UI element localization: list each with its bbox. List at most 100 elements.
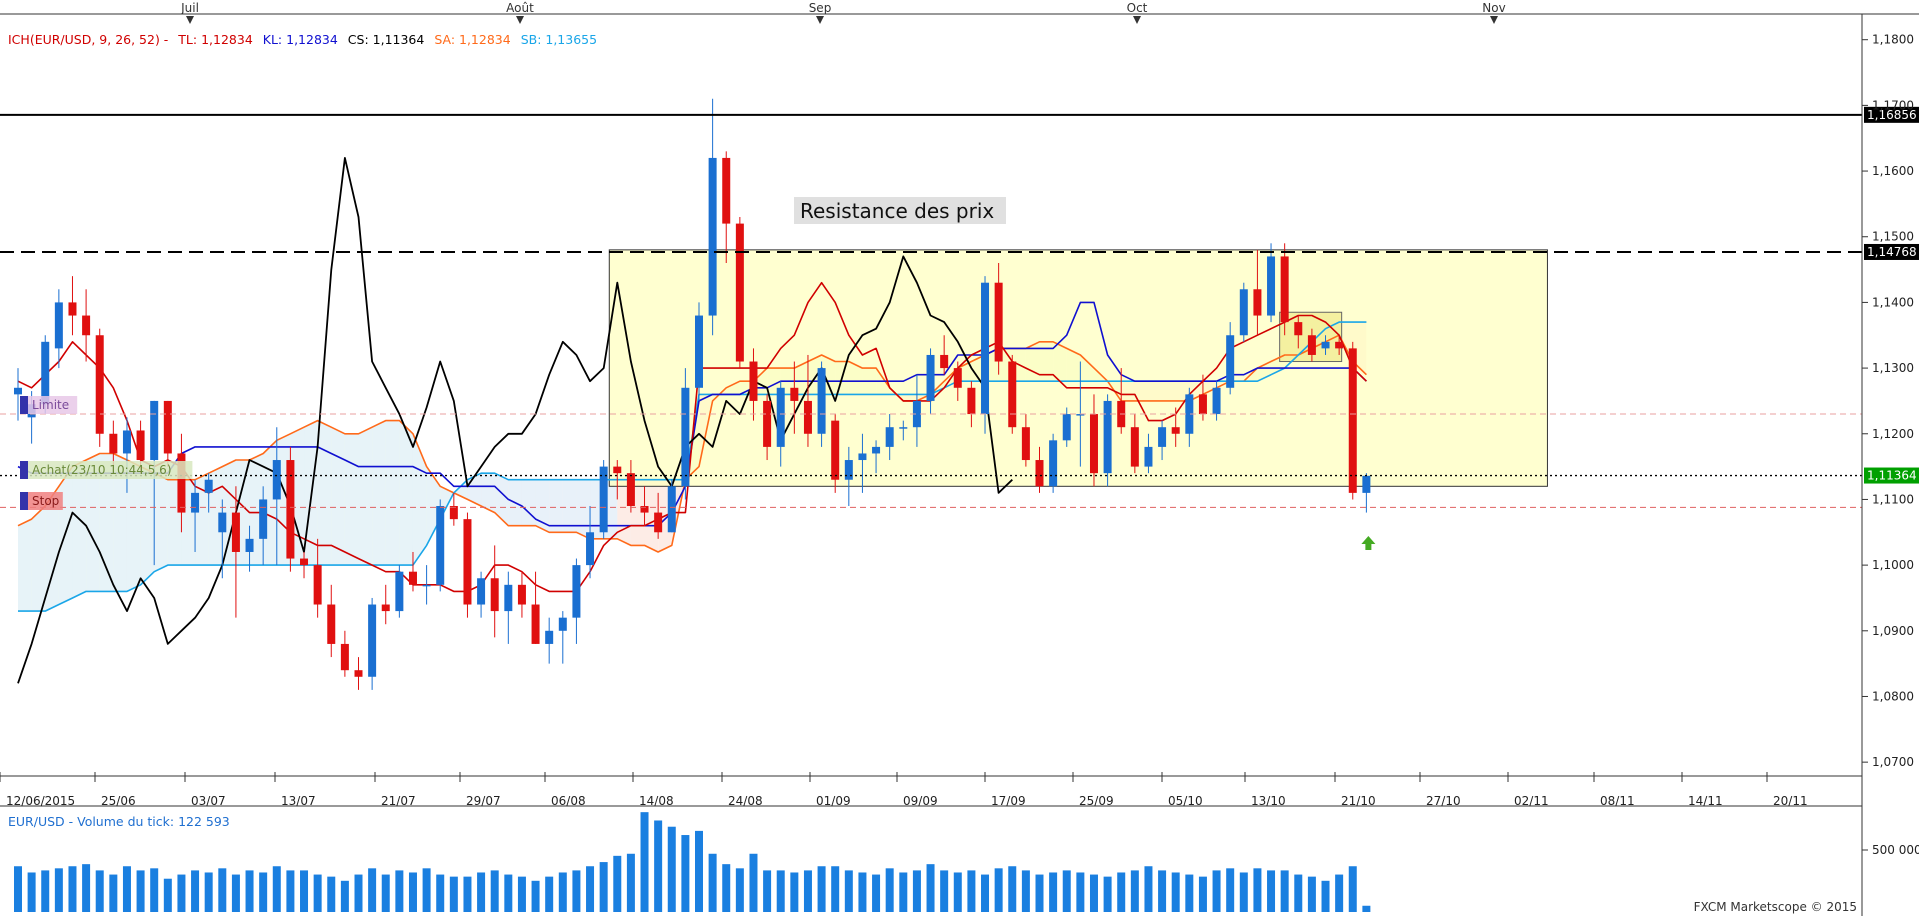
candle-body [1253,289,1262,316]
price-tag-bg [1864,467,1919,484]
month-marker [816,16,824,24]
volume-bar [354,874,363,912]
volume-bar [1280,870,1289,912]
volume-bar [204,872,213,912]
volume-bar [136,870,145,912]
volume-bar [545,876,554,912]
footer-credit: FXCM Marketscope © 2015 [1693,900,1857,914]
volume-bar [95,870,104,912]
volume-bar [1267,870,1276,912]
volume-bar [790,872,799,912]
cloud-segment [494,473,509,526]
volume-bar [586,866,595,912]
volume-bar [1117,872,1126,912]
candle-body [340,643,349,671]
cloud-segment [113,453,127,592]
volume-bar [981,874,990,912]
volume-bar [953,872,962,912]
cloud-segment [58,466,73,605]
month-label: Oct [1127,1,1148,15]
annotation-label: Resistance des prix [800,199,994,223]
volume-bar [449,876,458,912]
candle-body [218,512,227,533]
volume-bar [408,872,417,912]
volume-bar [504,874,513,912]
legend-cs: CS: 1,11364 [347,32,425,47]
candle-body [545,630,554,644]
candle-body [381,604,390,612]
candle-body [872,446,881,454]
volume-bar [54,868,63,912]
candle-body [1198,394,1207,415]
month-label: Juil [180,1,199,15]
x-tick-label: 21/07 [381,794,416,808]
y-tick-label: 1,1600 [1872,164,1914,178]
achat-marker-label: Achat(23/10 10:44,5,6) [32,463,172,477]
candle-body [313,565,322,605]
limite-marker-bg [28,396,78,414]
cloud-segment [126,460,141,592]
cloud-segment [399,420,413,566]
month-label: Août [506,1,534,15]
cloud-segment [154,473,168,572]
price-level-lines: 1,16856 1,14768 1,11364 [0,106,1919,508]
x-tick-label: 14/08 [639,794,674,808]
candle-body [272,460,281,500]
candle-body [1280,256,1289,323]
candle-body [817,368,826,434]
candle-body [940,354,949,369]
volume-title: EUR/USD - Volume du tick: 122 593 [8,814,230,829]
volume-bar [872,874,881,912]
y-tick-label: 1,1700 [1872,98,1914,112]
candle-body [1267,256,1276,316]
volume-bar [14,866,22,912]
volume-bar [1294,874,1303,912]
buy-arrow-icon [1361,536,1376,550]
x-tick-label: 02/11 [1514,794,1549,808]
markers: Limite Achat(23/10 10:44,5,6) Stop [20,396,1376,550]
x-tick-label: 06/08 [551,794,586,808]
price-tag-bg [1864,243,1919,260]
volume-bar [272,866,281,912]
candle-body [1021,427,1030,461]
legend-sa: SA: 1,12834 [434,32,511,47]
candle-body [1076,414,1085,416]
volume-bar [463,876,472,912]
chikou-line [17,157,1013,684]
candle-body [749,361,758,401]
cloud-segment [45,486,59,612]
volume-bar [803,870,812,912]
candle-body [695,315,703,388]
candle-body [245,538,254,552]
x-tick-label: 25/09 [1079,794,1114,808]
cloud-segment [140,466,155,585]
cloud-segment [535,479,550,533]
volume-bar [667,826,676,912]
volume-bar [994,868,1003,912]
volume-bar [1348,866,1357,912]
candle-body [1171,427,1180,434]
y-tick-label: 1,1500 [1872,230,1914,244]
volume-bar [885,868,894,912]
volume-bar [27,872,36,912]
vol-tick-label: 500 000 [1872,843,1919,857]
volume-bar [422,868,431,912]
candle-body [994,282,1003,362]
volume-bar [558,872,567,912]
volume-bar [191,870,200,912]
volume-bar [259,872,268,912]
volume-bar [231,874,240,912]
senkou-a-line [17,334,1367,553]
candle-body [722,157,731,224]
x-tick-label: 08/11 [1600,794,1635,808]
candle-body [204,479,213,493]
volume-bar [817,866,826,912]
x-tick-label: 25/06 [101,794,136,808]
volume-bar [531,880,540,912]
volume-bar [150,868,159,912]
month-marker [516,16,524,24]
stop-marker-handle [20,492,28,510]
volume-bar [899,872,908,912]
candle-body [885,427,894,447]
